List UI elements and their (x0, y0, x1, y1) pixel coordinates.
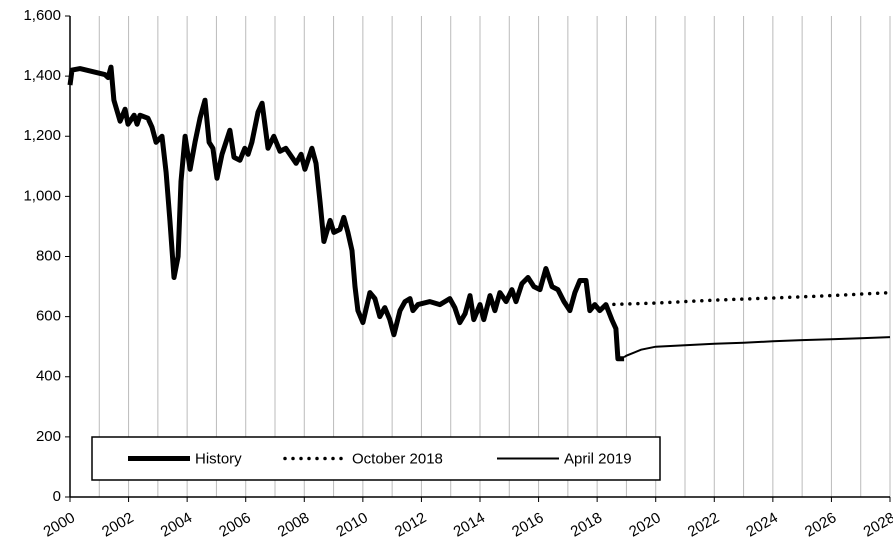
legend-label: History (195, 450, 242, 467)
x-tick-label: 2002 (99, 509, 136, 540)
x-tick-label: 2006 (216, 509, 253, 540)
y-tick-label: 1,600 (23, 7, 61, 24)
x-tick-label: 2010 (333, 509, 370, 540)
y-tick-label: 200 (36, 428, 61, 445)
x-tick-label: 2020 (626, 509, 663, 540)
x-tick-label: 2028 (861, 509, 893, 540)
x-tick-label: 2004 (158, 509, 195, 540)
series-line (623, 336, 891, 359)
y-tick-label: 1,200 (23, 127, 61, 144)
y-tick-label: 1,000 (23, 187, 61, 204)
y-tick-label: 0 (53, 488, 61, 505)
x-tick-label: 2022 (685, 509, 722, 540)
x-tick-label: 2012 (392, 509, 429, 540)
legend-label: April 2019 (564, 450, 632, 467)
series-line (67, 64, 625, 362)
x-tick-label: 2014 (451, 509, 488, 540)
series-line (604, 290, 892, 307)
y-tick-label: 800 (36, 247, 61, 264)
x-tick-label: 2018 (568, 509, 605, 540)
x-tick-label: 2016 (509, 509, 546, 540)
y-tick-label: 1,400 (23, 67, 61, 84)
x-tick-label: 2008 (275, 509, 312, 540)
x-tick-label: 2024 (743, 509, 780, 540)
x-tick-label: 2000 (41, 509, 78, 540)
legend-label: October 2018 (352, 450, 443, 467)
y-tick-label: 400 (36, 368, 61, 385)
x-tick-label: 2026 (802, 509, 839, 540)
y-tick-label: 600 (36, 308, 61, 325)
